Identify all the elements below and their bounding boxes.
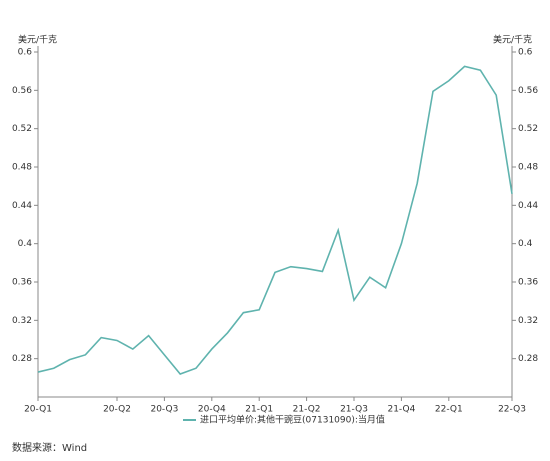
x-tick-label: 20-Q4 <box>198 405 226 415</box>
y-tick-label: 0.36 <box>12 278 32 288</box>
y2-tick-label: 0.56 <box>518 86 538 96</box>
y-tick-label: 0.48 <box>12 163 32 173</box>
y-tick-label: 0.56 <box>12 86 32 96</box>
y2-tick-label: 0.36 <box>518 278 538 288</box>
y2-axis-title: 美元/千克 <box>493 34 532 46</box>
source-note: 数据来源：Wind <box>12 441 87 454</box>
x-tick-label: 20-Q3 <box>150 405 178 415</box>
y-tick-label: 0.28 <box>12 354 32 364</box>
x-tick-label: 22-Q3 <box>498 405 526 415</box>
y2-tick-label: 0.4 <box>518 239 533 249</box>
x-tick-label: 21-Q2 <box>293 405 321 415</box>
legend-label: 进口平均单价:其他干豌豆(07131090):当月值 <box>200 414 385 426</box>
x-tick-label: 22-Q1 <box>435 405 463 415</box>
y2-tick-label: 0.6 <box>518 48 533 58</box>
x-tick-label: 20-Q1 <box>24 405 52 415</box>
y2-tick-label: 0.44 <box>518 201 538 211</box>
y-tick-label: 0.52 <box>12 124 32 134</box>
series-line <box>37 65 513 375</box>
y-tick-label: 0.6 <box>18 48 33 58</box>
y2-tick-label: 0.48 <box>518 163 538 173</box>
y-tick-label: 0.44 <box>12 201 32 211</box>
x-tick-label: 21-Q1 <box>245 405 273 415</box>
y2-tick-label: 0.52 <box>518 124 538 134</box>
y2-tick-label: 0.28 <box>518 354 538 364</box>
y-tick-label: 0.32 <box>12 316 32 326</box>
x-tick-label: 21-Q4 <box>387 405 415 415</box>
x-tick-label: 21-Q3 <box>340 405 368 415</box>
x-tick-label: 20-Q2 <box>103 405 131 415</box>
y2-tick-label: 0.32 <box>518 316 538 326</box>
y-tick-label: 0.4 <box>18 239 33 249</box>
y-axis-title: 美元/千克 <box>18 34 57 46</box>
